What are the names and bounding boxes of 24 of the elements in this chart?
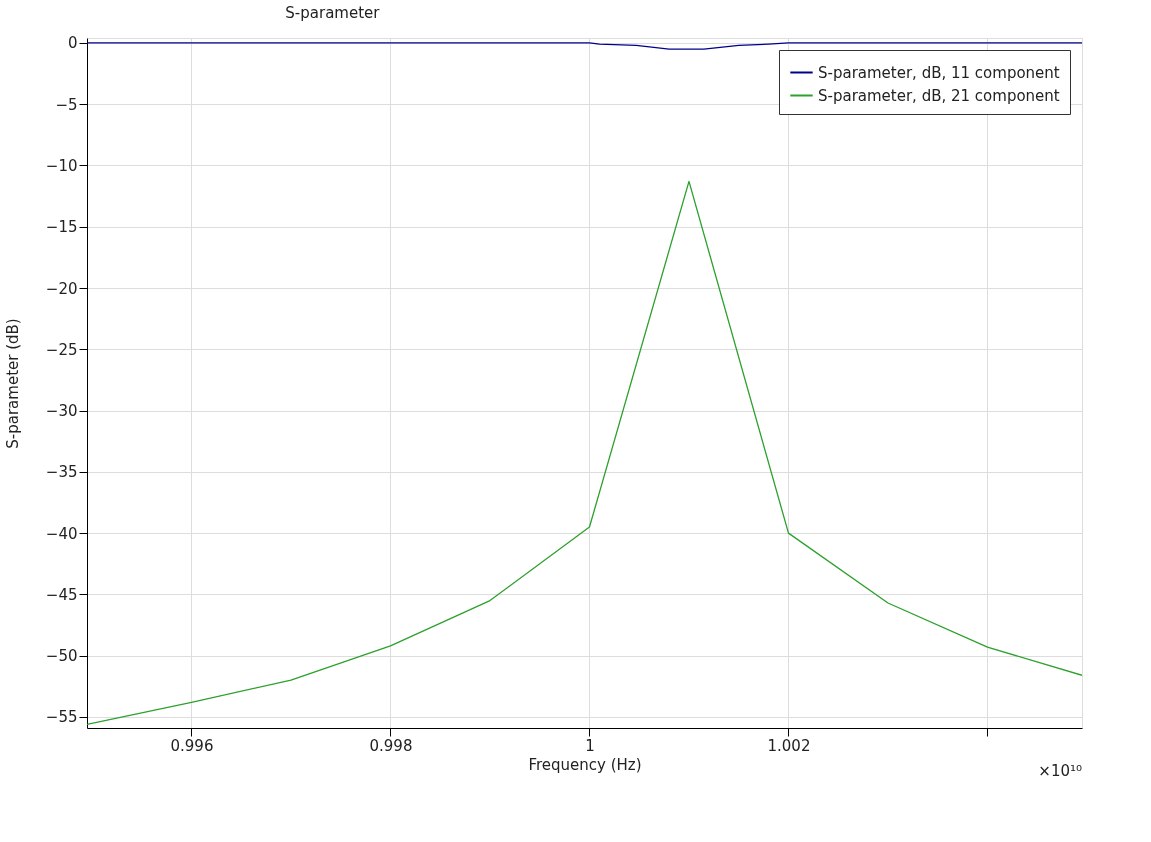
chart-title: S-parameter: [285, 3, 381, 22]
y-tick-label: −35: [45, 463, 78, 482]
y-tick-label: −15: [45, 218, 78, 237]
x-tick-label: 1: [585, 736, 595, 755]
text: ×10¹⁰: [1038, 762, 1082, 780]
y-tick-label: −20: [45, 279, 78, 298]
y-tick-label: −5: [55, 95, 78, 114]
y-tick-label: −25: [45, 340, 78, 359]
y-tick-label: −45: [45, 585, 78, 604]
y-tick-label: −30: [45, 402, 78, 421]
y-tick-label: −50: [45, 647, 78, 666]
legend-label: S-parameter, dB, 21 component: [818, 86, 1060, 105]
y-axis-title: S-parameter (dB): [3, 318, 22, 449]
line-series: [87, 180, 1082, 725]
x-tick-label: 1.002: [767, 736, 811, 755]
y-tick-label: −10: [45, 156, 78, 175]
legend-label: S-parameter, dB, 11 component: [818, 63, 1060, 82]
y-tick-label: −40: [45, 524, 78, 543]
line-series: [87, 42, 1082, 50]
x-axis-title: Frequency (Hz): [528, 755, 642, 774]
y-tick-label: 0: [67, 34, 78, 53]
x-tick-label: 0.996: [170, 736, 214, 755]
y-tick-label: −55: [45, 708, 78, 727]
x-tick-label: 0.998: [369, 736, 413, 755]
